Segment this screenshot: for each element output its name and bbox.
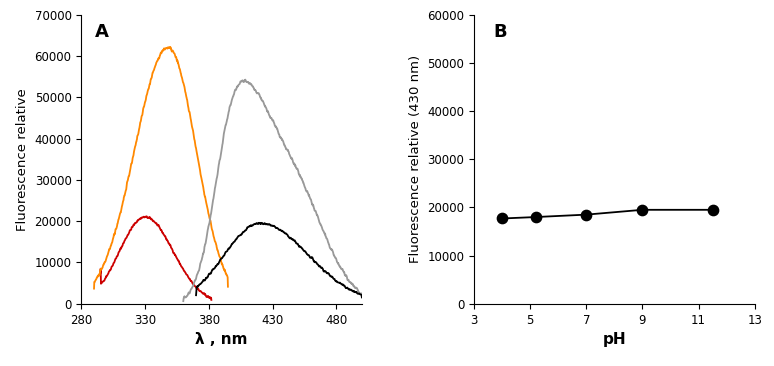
Point — [529, 214, 542, 220]
Point — [496, 216, 509, 221]
Point — [580, 212, 592, 217]
Y-axis label: Fluorescence relative: Fluorescence relative — [16, 88, 29, 231]
Point — [636, 207, 649, 213]
Text: A: A — [95, 23, 109, 41]
X-axis label: λ , nm: λ , nm — [195, 332, 248, 347]
Y-axis label: Fluorescence relative (430 nm): Fluorescence relative (430 nm) — [409, 55, 422, 263]
Point — [707, 207, 719, 213]
Text: B: B — [494, 23, 507, 41]
X-axis label: pH: pH — [602, 332, 626, 347]
